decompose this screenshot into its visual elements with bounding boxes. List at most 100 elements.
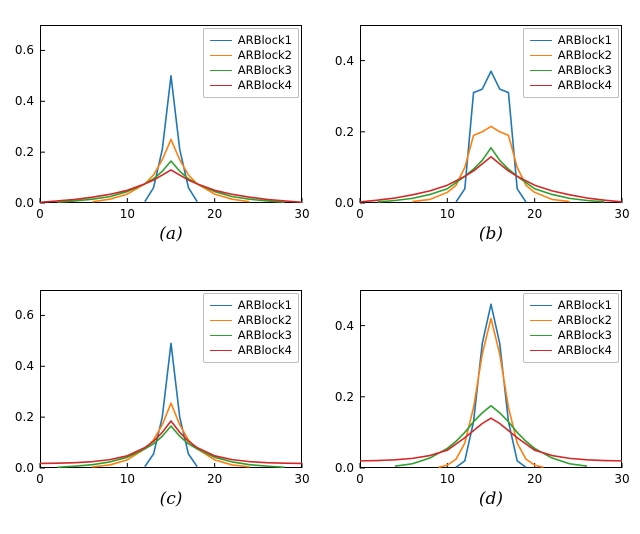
legend-swatch: [210, 350, 232, 351]
x-tick-label: 30: [294, 472, 309, 486]
legend-item: ARBlock2: [210, 48, 292, 63]
series-line-arblock4: [40, 421, 302, 463]
y-tick-label: 0.0: [15, 196, 34, 210]
series-line-arblock2: [92, 403, 249, 467]
legend-item: ARBlock2: [530, 313, 612, 328]
x-tick-label: 0: [36, 472, 44, 486]
legend-item: ARBlock2: [530, 48, 612, 63]
legend: ARBlock1ARBlock2ARBlock3ARBlock4: [523, 293, 619, 363]
panel-caption-c: (c): [160, 489, 183, 509]
panel-b: 01020300.00.20.4ARBlock1ARBlock2ARBlock3…: [360, 25, 622, 203]
legend-label: ARBlock3: [558, 63, 612, 78]
legend-swatch: [530, 335, 552, 336]
legend-item: ARBlock4: [530, 343, 612, 358]
series-line-arblock4: [360, 157, 622, 202]
y-tick-label: 0.4: [335, 319, 354, 333]
series-line-arblock4: [40, 170, 302, 202]
legend-swatch: [530, 350, 552, 351]
legend-swatch: [530, 85, 552, 86]
legend-item: ARBlock4: [530, 78, 612, 93]
panel-caption-d: (d): [479, 489, 503, 509]
x-tick-label: 20: [207, 207, 222, 221]
legend-swatch: [210, 40, 232, 41]
legend-swatch: [530, 305, 552, 306]
x-tick-label: 0: [356, 207, 364, 221]
legend-swatch: [530, 70, 552, 71]
panel-a: 01020300.00.20.40.6ARBlock1ARBlock2ARBlo…: [40, 25, 302, 203]
legend-item: ARBlock3: [530, 63, 612, 78]
legend-label: ARBlock4: [238, 343, 292, 358]
legend-item: ARBlock3: [210, 63, 292, 78]
x-tick-label: 20: [527, 472, 542, 486]
legend-label: ARBlock2: [238, 48, 292, 63]
legend-item: ARBlock1: [530, 33, 612, 48]
legend-label: ARBlock4: [238, 78, 292, 93]
legend-label: ARBlock1: [558, 33, 612, 48]
y-tick-label: 0.2: [15, 145, 34, 159]
legend-swatch: [530, 40, 552, 41]
legend-label: ARBlock1: [238, 298, 292, 313]
x-tick-label: 30: [294, 207, 309, 221]
legend-item: ARBlock4: [210, 343, 292, 358]
legend-swatch: [210, 70, 232, 71]
legend-label: ARBlock3: [238, 63, 292, 78]
legend: ARBlock1ARBlock2ARBlock3ARBlock4: [203, 293, 299, 363]
x-tick-label: 10: [440, 472, 455, 486]
y-tick-label: 0.4: [15, 359, 34, 373]
y-tick-label: 0.0: [335, 196, 354, 210]
x-tick-label: 20: [527, 207, 542, 221]
legend-item: ARBlock3: [210, 328, 292, 343]
legend-label: ARBlock1: [238, 33, 292, 48]
legend-swatch: [530, 320, 552, 321]
legend-item: ARBlock1: [210, 33, 292, 48]
y-tick-label: 0.2: [15, 410, 34, 424]
legend-swatch: [210, 55, 232, 56]
series-line-arblock2: [412, 126, 569, 201]
figure: 01020300.00.20.40.6ARBlock1ARBlock2ARBlo…: [0, 0, 640, 534]
x-tick-label: 0: [36, 207, 44, 221]
legend-label: ARBlock4: [558, 343, 612, 358]
x-tick-label: 0: [356, 472, 364, 486]
y-tick-label: 0.2: [335, 125, 354, 139]
x-tick-label: 10: [440, 207, 455, 221]
legend-swatch: [210, 320, 232, 321]
legend-item: ARBlock3: [530, 328, 612, 343]
legend-item: ARBlock1: [210, 298, 292, 313]
y-tick-label: 0.2: [335, 390, 354, 404]
y-tick-label: 0.0: [15, 461, 34, 475]
panel-d: 01020300.00.20.4ARBlock1ARBlock2ARBlock3…: [360, 290, 622, 468]
legend-label: ARBlock3: [558, 328, 612, 343]
legend-label: ARBlock4: [558, 78, 612, 93]
y-tick-label: 0.0: [335, 461, 354, 475]
legend-swatch: [210, 85, 232, 86]
x-tick-label: 10: [120, 207, 135, 221]
series-line-arblock4: [360, 418, 622, 461]
panel-caption-a: (a): [159, 224, 182, 244]
series-line-arblock3: [57, 161, 284, 202]
legend-swatch: [530, 55, 552, 56]
x-tick-label: 30: [614, 207, 629, 221]
legend-label: ARBlock2: [558, 48, 612, 63]
panel-c: 01020300.00.20.40.6ARBlock1ARBlock2ARBlo…: [40, 290, 302, 468]
legend-item: ARBlock2: [210, 313, 292, 328]
legend-label: ARBlock1: [558, 298, 612, 313]
y-tick-label: 0.6: [15, 43, 34, 57]
legend-swatch: [210, 305, 232, 306]
legend-label: ARBlock2: [238, 313, 292, 328]
legend-item: ARBlock1: [530, 298, 612, 313]
legend: ARBlock1ARBlock2ARBlock3ARBlock4: [523, 28, 619, 98]
legend: ARBlock1ARBlock2ARBlock3ARBlock4: [203, 28, 299, 98]
y-tick-label: 0.4: [15, 94, 34, 108]
legend-label: ARBlock2: [558, 313, 612, 328]
series-line-arblock1: [456, 304, 526, 467]
legend-swatch: [210, 335, 232, 336]
y-tick-label: 0.4: [335, 54, 354, 68]
legend-item: ARBlock4: [210, 78, 292, 93]
legend-label: ARBlock3: [238, 328, 292, 343]
x-tick-label: 30: [614, 472, 629, 486]
x-tick-label: 10: [120, 472, 135, 486]
panel-caption-b: (b): [479, 224, 503, 244]
y-tick-label: 0.6: [15, 308, 34, 322]
x-tick-label: 20: [207, 472, 222, 486]
series-line-arblock1: [456, 71, 526, 202]
